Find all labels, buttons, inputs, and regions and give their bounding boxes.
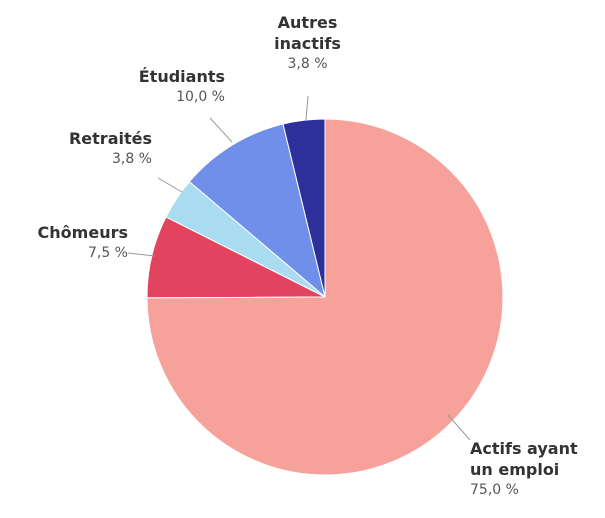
slice-label: Étudiants 10,0 % [0,66,225,108]
value-label: 3,8 % [287,56,328,72]
leader-line [157,177,183,193]
leader-line [127,252,156,257]
leader-line [447,414,471,441]
pie-slice [146,118,504,476]
slice-label: Autres inactifs 3,8 % [250,12,365,75]
value-label: 75,0 % [470,482,519,498]
slice-label: Chômeurs 7,5 % [0,222,128,264]
value-label: 10,0 % [176,89,225,105]
category-name: Autres inactifs [274,13,341,53]
leader-lines [127,95,471,441]
category-name: Étudiants [138,67,225,86]
leader-line [209,117,233,143]
leader-line [305,95,309,121]
value-label: 3,8 % [111,151,152,167]
value-label: 7,5 % [87,245,128,261]
slice-label: Actifs ayant un emploi 75,0 % [470,438,605,501]
category-name: Actifs ayant un emploi [470,439,578,479]
slice-label: Retraités 3,8 % [0,128,152,170]
pie-slice [188,123,326,299]
category-name: Retraités [68,129,152,148]
category-name: Chômeurs [37,223,128,242]
